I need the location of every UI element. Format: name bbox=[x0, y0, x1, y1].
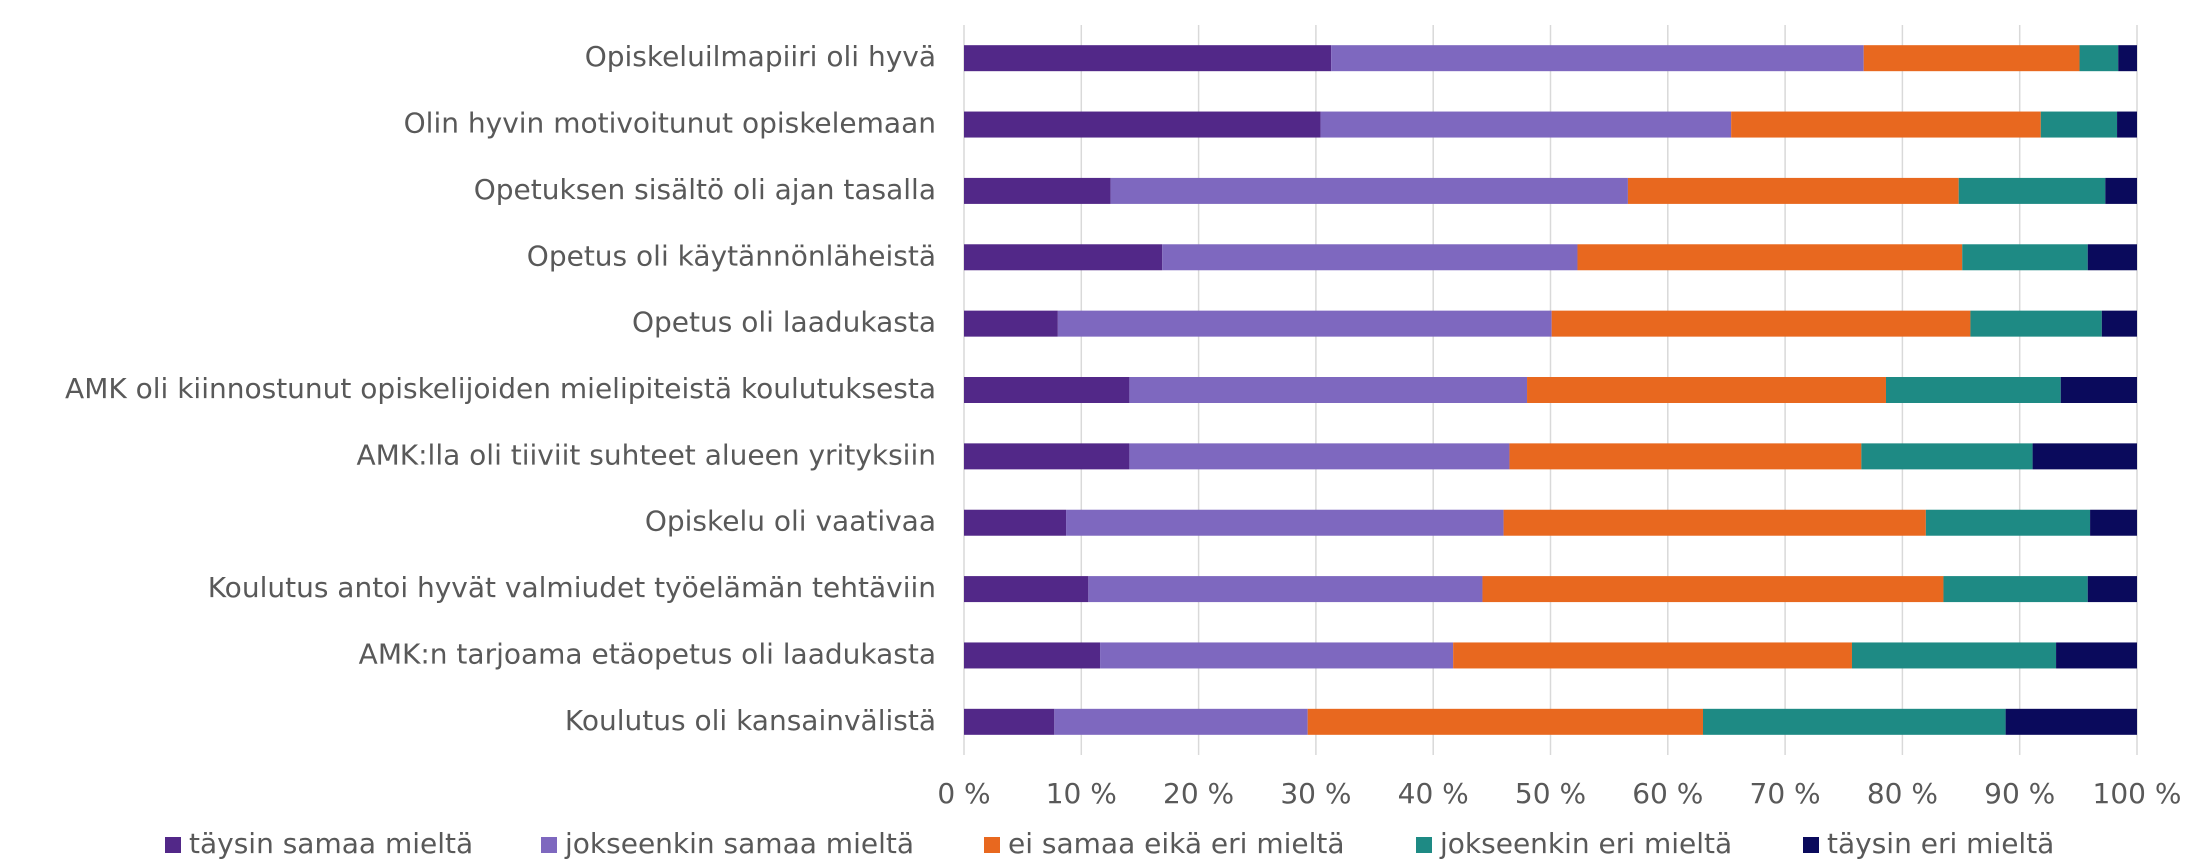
bar-segment bbox=[2118, 45, 2137, 72]
y-tick-label: Opetus oli laadukasta bbox=[632, 306, 936, 339]
bar-segment bbox=[1861, 443, 2033, 470]
x-tick-label: 20 % bbox=[1163, 777, 1234, 810]
x-tick-label: 70 % bbox=[1750, 777, 1821, 810]
bar-segment bbox=[1129, 377, 1528, 403]
bar-segment bbox=[1731, 111, 2041, 138]
bar-segment bbox=[1162, 244, 1578, 271]
bar-segment bbox=[2056, 642, 2137, 669]
x-tick-label: 30 % bbox=[1280, 777, 1351, 810]
legend-label: jokseenkin eri mieltä bbox=[1439, 827, 1732, 860]
y-tick-label: AMK:lla oli tiiviit suhteet alueen yrity… bbox=[356, 438, 936, 471]
x-tick-label: 10 % bbox=[1046, 777, 1117, 810]
legend-label: täysin eri mieltä bbox=[1827, 827, 2054, 860]
legend-marker bbox=[1416, 837, 1432, 853]
bar-segment bbox=[964, 443, 1130, 470]
bar-segment bbox=[964, 576, 1089, 603]
bar-segment bbox=[1129, 443, 1510, 470]
bar-segment bbox=[1958, 177, 2106, 204]
bar-segment bbox=[1110, 177, 1628, 204]
bar-segment bbox=[2090, 509, 2137, 536]
bar-segment bbox=[1885, 377, 2061, 403]
bar-segment bbox=[1527, 377, 1886, 403]
x-tick-label: 60 % bbox=[1632, 777, 1703, 810]
legend-marker bbox=[984, 837, 1000, 853]
bar-segment bbox=[1509, 443, 1862, 470]
y-tick-label: Olin hyvin motivoitunut opiskelemaan bbox=[404, 107, 936, 140]
bar-segment bbox=[2087, 244, 2137, 271]
y-tick-label: Opetuksen sisältö oli ajan tasalla bbox=[474, 173, 936, 206]
bar-segment bbox=[1054, 708, 1308, 735]
y-tick-label: Opetus oli käytännönläheistä bbox=[527, 239, 936, 272]
bar-segment bbox=[1320, 111, 1732, 138]
bar-segment bbox=[964, 708, 1055, 735]
bar-segment bbox=[1702, 708, 2006, 735]
bar-segment bbox=[1453, 642, 1852, 669]
bar-segment bbox=[1863, 45, 2080, 72]
bar-segment bbox=[964, 509, 1067, 536]
legend-marker bbox=[541, 837, 557, 853]
legend-marker bbox=[165, 837, 181, 853]
bar-segment bbox=[1970, 310, 2102, 337]
bar-segment bbox=[1943, 576, 2088, 603]
x-tick-label: 80 % bbox=[1867, 777, 1938, 810]
bar-segment bbox=[2060, 377, 2137, 403]
bar-segment bbox=[2101, 310, 2137, 337]
legend-marker bbox=[1803, 837, 1819, 853]
bar-segment bbox=[2117, 111, 2137, 138]
x-tick-label: 50 % bbox=[1515, 777, 1586, 810]
bar-segment bbox=[1925, 509, 2091, 536]
y-tick-label: AMK oli kiinnostunut opiskelijoiden miel… bbox=[65, 372, 936, 405]
bar-segment bbox=[1577, 244, 1963, 271]
bar-segment bbox=[1962, 244, 2088, 271]
legend-label: täysin samaa mieltä bbox=[189, 827, 473, 860]
x-tick-label: 0 % bbox=[937, 777, 990, 810]
x-tick-label: 90 % bbox=[1984, 777, 2055, 810]
bar-segment bbox=[1057, 310, 1552, 337]
y-tick-label: Koulutus oli kansainvälistä bbox=[565, 704, 936, 737]
bar-segment bbox=[964, 177, 1111, 204]
y-tick-label: AMK:n tarjoama etäopetus oli laadukasta bbox=[359, 637, 936, 670]
bar-segment bbox=[964, 377, 1130, 403]
bar-segment bbox=[2105, 177, 2137, 204]
bar-segment bbox=[2087, 576, 2137, 603]
bar-segment bbox=[2040, 111, 2118, 138]
bar-segment bbox=[1503, 509, 1926, 536]
y-tick-label: Opiskelu oli vaativaa bbox=[645, 505, 936, 538]
bar-segment bbox=[1066, 509, 1504, 536]
bar-segment bbox=[964, 310, 1058, 337]
x-tick-label: 40 % bbox=[1398, 777, 1469, 810]
legend-label: jokseenkin samaa mieltä bbox=[564, 827, 914, 860]
legend-label: ei samaa eikä eri mieltä bbox=[1008, 827, 1345, 860]
bar-segment bbox=[964, 642, 1101, 669]
y-tick-label: Opiskeluilmapiiri oli hyvä bbox=[585, 40, 936, 73]
bar-segment bbox=[964, 111, 1321, 138]
y-tick-label: Koulutus antoi hyvät valmiudet työelämän… bbox=[208, 571, 936, 604]
bar-segment bbox=[1307, 708, 1703, 735]
bar-segment bbox=[1551, 310, 1971, 337]
bar-segment bbox=[964, 244, 1163, 271]
bar-segment bbox=[1331, 45, 1864, 72]
bar-segment bbox=[2079, 45, 2119, 72]
bar-segment bbox=[1100, 642, 1454, 669]
bar-segment bbox=[964, 45, 1332, 72]
bar-segment bbox=[2032, 443, 2137, 470]
bar-segment bbox=[1851, 642, 2057, 669]
bar-segment bbox=[1088, 576, 1483, 603]
bar-segment bbox=[2005, 708, 2137, 735]
bar-segment bbox=[1482, 576, 1944, 603]
x-tick-label: 100 % bbox=[2093, 777, 2182, 810]
bar-segment bbox=[1627, 177, 1959, 204]
